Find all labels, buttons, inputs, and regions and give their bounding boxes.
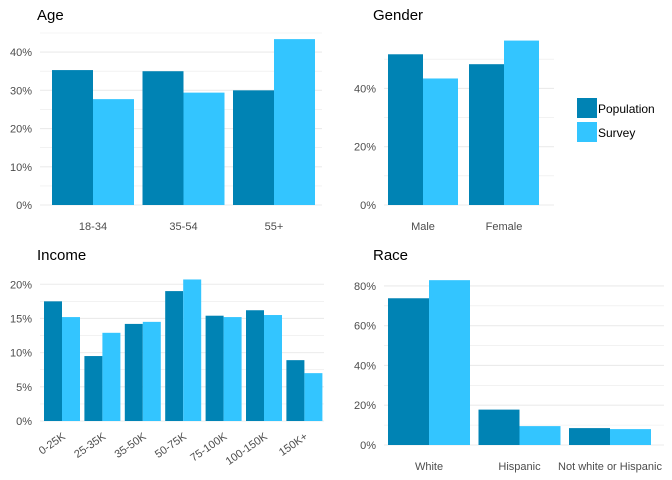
legend-swatch-population bbox=[577, 98, 597, 118]
income-x-tick-label: 0-25K bbox=[37, 430, 68, 457]
income-y-tick-label: 15% bbox=[10, 313, 32, 325]
age-x-tick-label: 35-54 bbox=[169, 221, 197, 233]
race-bar-survey-white bbox=[429, 280, 470, 445]
race-bar-survey-not-white-or-hispanic bbox=[610, 429, 651, 445]
race-y-tick-label: 0% bbox=[360, 440, 376, 452]
race-x-tick-label: White bbox=[415, 461, 443, 473]
income-bar-survey-75-100k bbox=[223, 317, 242, 421]
age-bar-population-55 bbox=[233, 90, 274, 205]
age-bar-survey-18-34 bbox=[93, 99, 134, 205]
age-bar-population-18-34 bbox=[52, 70, 93, 205]
race-bar-survey-hispanic bbox=[519, 426, 561, 445]
income-bar-survey-0-25k bbox=[62, 317, 80, 421]
age-y-tick-label: 20% bbox=[10, 124, 32, 136]
age-bar-population-35-54 bbox=[142, 71, 184, 205]
gender-x-tick-label: Male bbox=[411, 221, 435, 233]
race-y-tick-label: 40% bbox=[354, 360, 376, 372]
race-bar-population-hispanic bbox=[478, 409, 520, 445]
age-y-tick-label: 40% bbox=[10, 47, 32, 59]
income-bar-population-100-150k bbox=[246, 310, 264, 421]
age-bar-survey-55 bbox=[274, 39, 315, 205]
income-y-tick-label: 5% bbox=[16, 382, 32, 394]
age-y-tick-label: 10% bbox=[10, 162, 32, 174]
income-x-tick-label: 35-50K bbox=[113, 430, 149, 461]
age-y-tick-label: 0% bbox=[16, 200, 32, 212]
income-bar-population-0-25k bbox=[44, 301, 62, 421]
gender-bar-survey-female bbox=[504, 40, 539, 205]
income-bar-survey-150k bbox=[304, 373, 323, 421]
income-bar-survey-25-35k bbox=[102, 332, 121, 421]
race-bar-population-white bbox=[388, 298, 429, 445]
gender-bar-survey-male bbox=[423, 78, 458, 205]
income-bar-survey-100-150k bbox=[264, 315, 282, 421]
age-bar-survey-35-54 bbox=[183, 92, 225, 205]
gender-panel: Gender 0% 20% 40% Male Female bbox=[354, 7, 554, 233]
gender-x-tick-label: Female bbox=[486, 221, 523, 233]
income-x-tick-label: 25-35K bbox=[72, 430, 108, 461]
age-panel-title: Age bbox=[37, 7, 64, 24]
income-bar-population-25-35k bbox=[84, 356, 103, 421]
legend: Population Survey bbox=[577, 98, 655, 142]
income-y-tick-label: 20% bbox=[10, 279, 32, 291]
income-panel-title: Income bbox=[37, 247, 86, 264]
income-bar-survey-50-75k bbox=[183, 279, 202, 421]
legend-swatch-survey bbox=[577, 122, 597, 142]
gender-panel-title: Gender bbox=[373, 7, 423, 24]
race-x-tick-label: Not white or Hispanic bbox=[558, 461, 662, 473]
income-bar-population-35-50k bbox=[124, 323, 143, 421]
race-y-tick-label: 20% bbox=[354, 400, 376, 412]
age-y-tick-label: 30% bbox=[10, 85, 32, 97]
chart-panels: Age 0% 10% 20% 30% 40% 18-34 35-54 55+ Gender 0% 20… bbox=[10, 7, 664, 473]
gender-y-tick-label: 20% bbox=[354, 142, 376, 154]
income-bar-population-75-100k bbox=[205, 315, 224, 421]
legend-label-population: Population bbox=[598, 102, 655, 116]
income-x-tick-label: 100-150K bbox=[224, 430, 271, 468]
age-x-tick-label: 55+ bbox=[265, 221, 284, 233]
legend-label-survey: Survey bbox=[598, 126, 635, 140]
gender-y-tick-label: 0% bbox=[360, 200, 376, 212]
race-panel-title: Race bbox=[373, 247, 408, 264]
race-y-tick-label: 60% bbox=[354, 321, 376, 333]
race-bar-population-not-white-or-hispanic bbox=[569, 428, 610, 445]
income-x-tick-label: 150K+ bbox=[277, 431, 310, 459]
race-x-tick-label: Hispanic bbox=[498, 461, 541, 473]
income-bar-population-50-75k bbox=[165, 291, 184, 421]
income-y-tick-label: 10% bbox=[10, 348, 32, 360]
income-bar-survey-35-50k bbox=[142, 321, 161, 421]
income-bar-population-150k bbox=[286, 360, 305, 421]
income-x-tick-label: 50-75K bbox=[153, 430, 189, 461]
race-y-tick-label: 80% bbox=[354, 281, 376, 293]
gender-y-tick-label: 40% bbox=[354, 83, 376, 95]
race-panel: Race 0% 20% 40% 60% 80% White Hispanic Not white… bbox=[354, 247, 664, 473]
income-y-tick-label: 0% bbox=[16, 416, 32, 428]
gender-bar-population-female bbox=[469, 64, 504, 205]
age-panel: Age 0% 10% 20% 30% 40% 18-34 35-54 55+ bbox=[10, 7, 322, 233]
gender-bar-population-male bbox=[388, 54, 423, 205]
age-x-tick-label: 18-34 bbox=[79, 221, 107, 233]
income-panel: Income 0% 5% 10% 15% 20% 0-25K 25-35K 35-50K 50-7… bbox=[10, 247, 324, 468]
